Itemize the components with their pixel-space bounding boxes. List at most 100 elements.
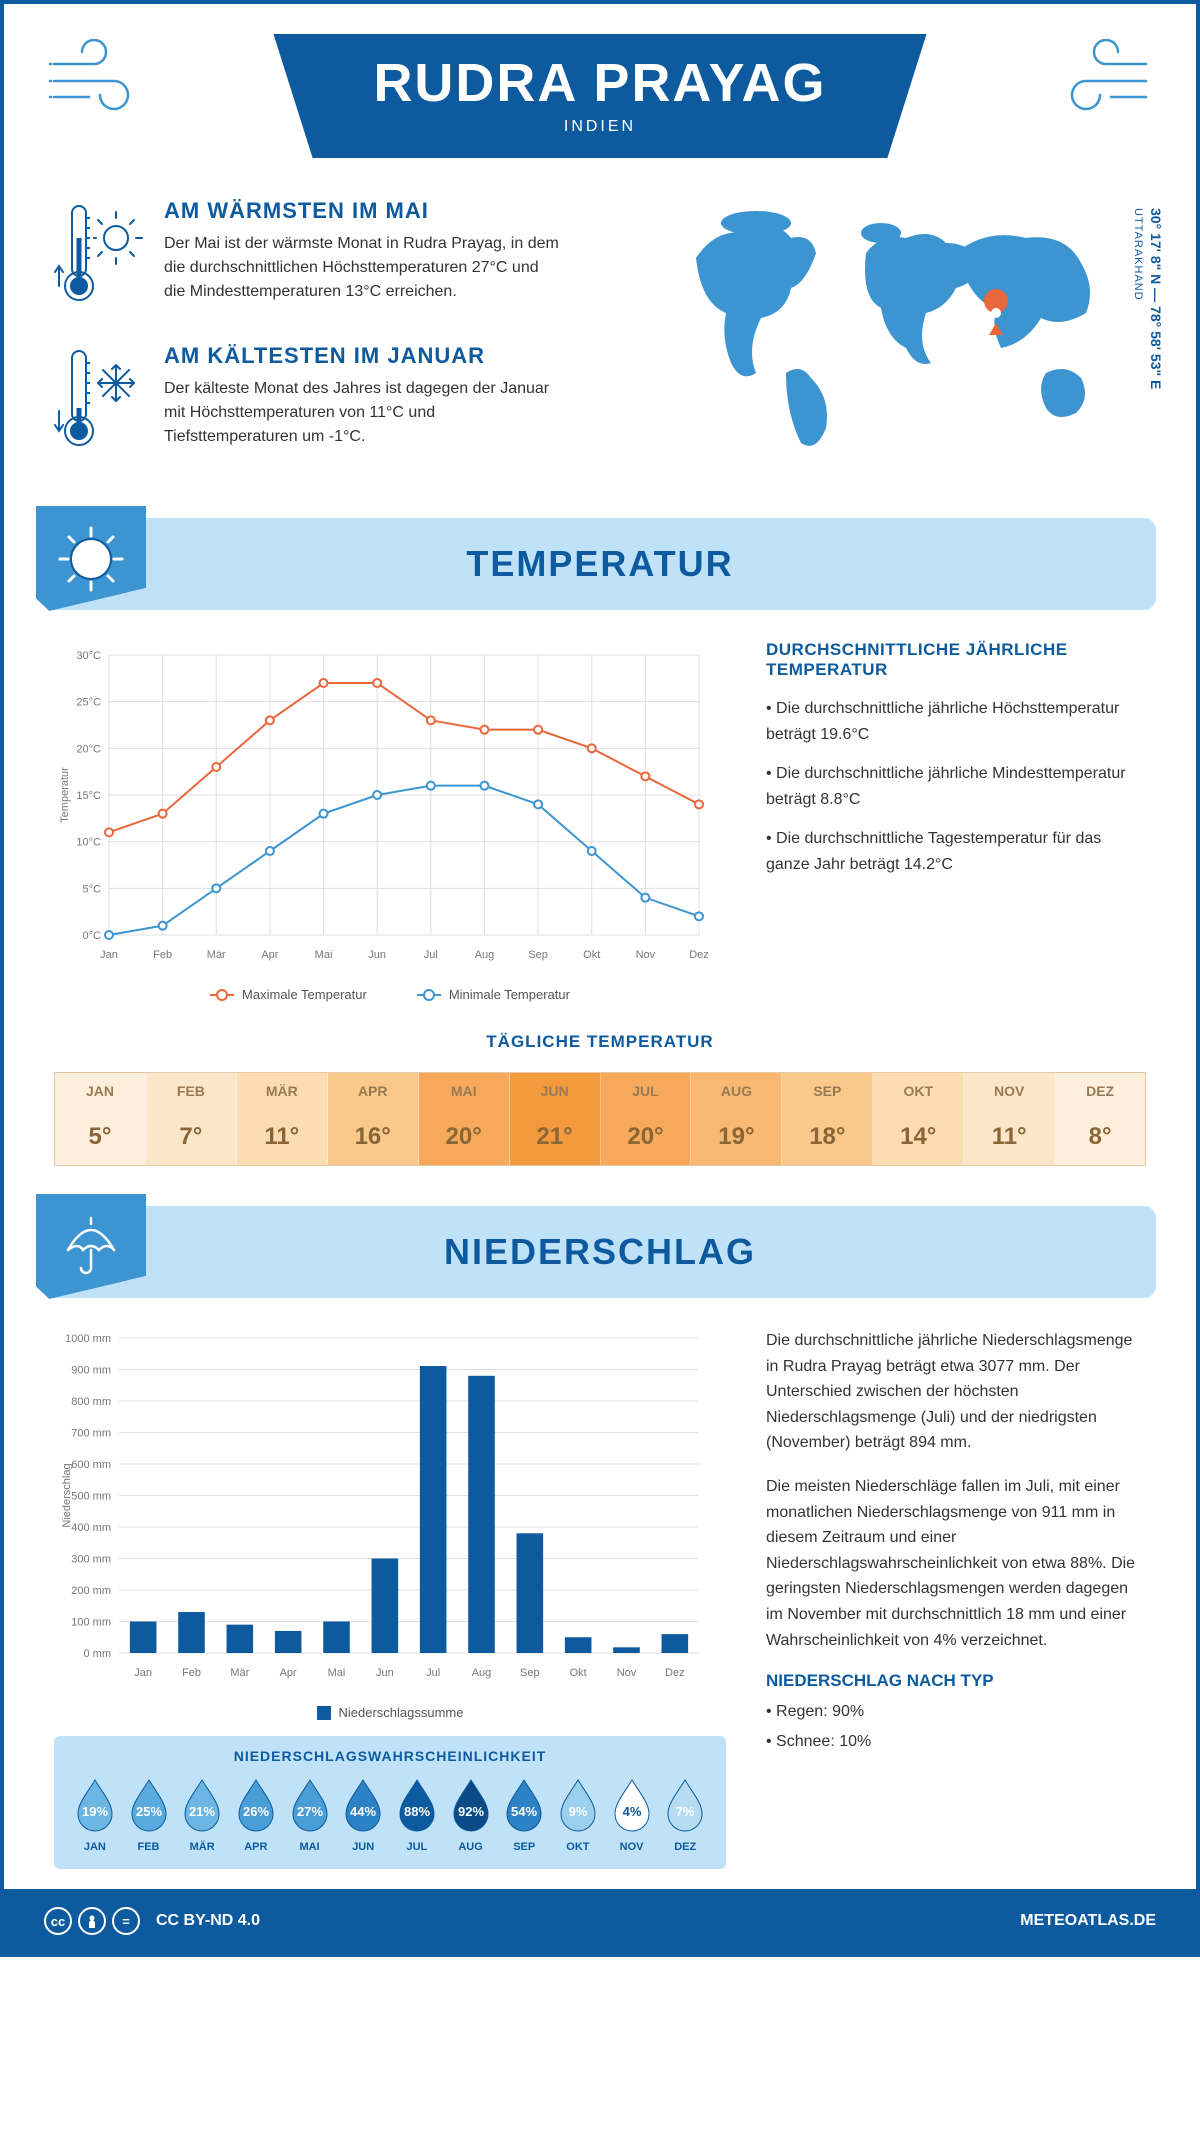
info-bullet: • Die durchschnittliche jährliche Höchst… bbox=[766, 696, 1146, 747]
temp-info: DURCHSCHNITTLICHE JÄHRLICHE TEMPERATUR •… bbox=[766, 640, 1146, 1002]
temp-value: 18° bbox=[782, 1109, 872, 1165]
precip-info: Die durchschnittliche jährliche Niedersc… bbox=[766, 1328, 1146, 1869]
drop-item: 54%SEP bbox=[497, 1776, 551, 1853]
svg-text:25%: 25% bbox=[135, 1804, 161, 1819]
svg-text:Jul: Jul bbox=[426, 1667, 440, 1679]
svg-text:Niederschlag: Niederschlag bbox=[61, 1463, 73, 1527]
precip-section-header: NIEDERSCHLAG bbox=[44, 1206, 1156, 1298]
temp-value: 20° bbox=[419, 1109, 509, 1165]
section-title: TEMPERATUR bbox=[44, 543, 1156, 585]
region-label: UTTARAKHAND bbox=[1132, 208, 1144, 301]
wind-icon bbox=[49, 39, 159, 124]
svg-text:4%: 4% bbox=[622, 1804, 641, 1819]
svg-text:88%: 88% bbox=[404, 1804, 430, 1819]
daily-temp: TÄGLICHE TEMPERATUR JAN5°FEB7°MÄR11°APR1… bbox=[4, 1022, 1196, 1206]
warmest-fact: AM WÄRMSTEN IM MAI Der Mai ist der wärms… bbox=[54, 198, 626, 313]
svg-text:Temperatur: Temperatur bbox=[59, 767, 71, 823]
temp-value: 5° bbox=[55, 1109, 145, 1165]
temp-month: JAN bbox=[55, 1073, 145, 1109]
svg-text:15°C: 15°C bbox=[76, 790, 101, 802]
drop-month: SEP bbox=[497, 1841, 551, 1853]
temp-month: AUG bbox=[691, 1073, 781, 1109]
precip-text: Die durchschnittliche jährliche Niedersc… bbox=[766, 1328, 1146, 1456]
temp-value: 14° bbox=[873, 1109, 963, 1165]
temp-value: 20° bbox=[601, 1109, 691, 1165]
thermometer-hot-icon bbox=[54, 198, 144, 313]
svg-text:400 mm: 400 mm bbox=[71, 1522, 111, 1534]
svg-text:Jul: Jul bbox=[424, 949, 438, 961]
svg-text:92%: 92% bbox=[458, 1804, 484, 1819]
svg-text:0 mm: 0 mm bbox=[84, 1648, 112, 1660]
svg-text:Aug: Aug bbox=[475, 949, 495, 961]
svg-text:Apr: Apr bbox=[280, 1667, 297, 1679]
svg-text:26%: 26% bbox=[243, 1804, 269, 1819]
svg-text:700 mm: 700 mm bbox=[71, 1428, 111, 1440]
precip-left: 0 mm100 mm200 mm300 mm400 mm500 mm600 mm… bbox=[54, 1328, 726, 1869]
temp-value: 21° bbox=[510, 1109, 600, 1165]
fact-text: AM KÄLTESTEN IM JANUAR Der kälteste Mona… bbox=[164, 343, 564, 458]
section-title: NIEDERSCHLAG bbox=[44, 1231, 1156, 1273]
drop-month: NOV bbox=[605, 1841, 659, 1853]
header: RUDRA PRAYAG INDIEN bbox=[4, 4, 1196, 178]
fact-title: AM KÄLTESTEN IM JANUAR bbox=[164, 343, 564, 369]
svg-text:Feb: Feb bbox=[182, 1667, 201, 1679]
precip-chart: 0 mm100 mm200 mm300 mm400 mm500 mm600 mm… bbox=[54, 1328, 714, 1688]
drop-month: FEB bbox=[122, 1841, 176, 1853]
svg-text:Mai: Mai bbox=[328, 1667, 346, 1679]
fact-text: AM WÄRMSTEN IM MAI Der Mai ist der wärms… bbox=[164, 198, 564, 313]
temp-month: NOV bbox=[964, 1073, 1054, 1109]
temp-cell: JUL20° bbox=[601, 1073, 692, 1165]
drop-month: OKT bbox=[551, 1841, 605, 1853]
precip-text: Die meisten Niederschläge fallen im Juli… bbox=[766, 1474, 1146, 1653]
drop-item: 7%DEZ bbox=[658, 1776, 712, 1853]
drop-month: JUL bbox=[390, 1841, 444, 1853]
temp-month: DEZ bbox=[1055, 1073, 1145, 1109]
temp-cell: JUN21° bbox=[510, 1073, 601, 1165]
drop-month: MAI bbox=[283, 1841, 337, 1853]
legend-sum: Niederschlagssumme bbox=[317, 1705, 464, 1720]
temp-value: 11° bbox=[964, 1109, 1054, 1165]
temp-month: OKT bbox=[873, 1073, 963, 1109]
map-column: UTTARAKHAND 30° 17' 8" N — 78° 58' 53" E bbox=[666, 198, 1146, 488]
fact-title: AM WÄRMSTEN IM MAI bbox=[164, 198, 564, 224]
temp-month: MÄR bbox=[237, 1073, 327, 1109]
drop-month: APR bbox=[229, 1841, 283, 1853]
drop-month: MÄR bbox=[175, 1841, 229, 1853]
legend-max: Maximale Temperatur bbox=[210, 987, 367, 1002]
drop-month: JUN bbox=[336, 1841, 390, 1853]
svg-text:Okt: Okt bbox=[570, 1667, 587, 1679]
temp-table: JAN5°FEB7°MÄR11°APR16°MAI20°JUN21°JUL20°… bbox=[54, 1072, 1146, 1166]
page-subtitle: INDIEN bbox=[373, 118, 826, 136]
temp-month: APR bbox=[328, 1073, 418, 1109]
temp-cell: SEP18° bbox=[782, 1073, 873, 1165]
temp-value: 8° bbox=[1055, 1109, 1145, 1165]
svg-text:600 mm: 600 mm bbox=[71, 1459, 111, 1471]
site-name: METEOATLAS.DE bbox=[1020, 1912, 1156, 1930]
svg-text:Aug: Aug bbox=[472, 1667, 492, 1679]
drop-item: 21%MÄR bbox=[175, 1776, 229, 1853]
footer: cc = CC BY-ND 4.0 METEOATLAS.DE bbox=[4, 1889, 1196, 1953]
svg-text:Jan: Jan bbox=[134, 1667, 152, 1679]
drop-item: 4% NOV bbox=[605, 1776, 659, 1853]
probability-box: NIEDERSCHLAGSWAHRSCHEINLICHKEIT 19%JAN25… bbox=[54, 1736, 726, 1869]
temp-month: SEP bbox=[782, 1073, 872, 1109]
temp-month: MAI bbox=[419, 1073, 509, 1109]
daily-title: TÄGLICHE TEMPERATUR bbox=[54, 1032, 1146, 1052]
svg-text:20°C: 20°C bbox=[76, 743, 101, 755]
temp-cell: MAI20° bbox=[419, 1073, 510, 1165]
info-title: DURCHSCHNITTLICHE JÄHRLICHE TEMPERATUR bbox=[766, 640, 1146, 680]
license: cc = CC BY-ND 4.0 bbox=[44, 1907, 260, 1935]
drop-item: 9%OKT bbox=[551, 1776, 605, 1853]
svg-text:Sep: Sep bbox=[528, 949, 548, 961]
temp-cell: AUG19° bbox=[691, 1073, 782, 1165]
drop-item: 26% APR bbox=[229, 1776, 283, 1853]
svg-text:Dez: Dez bbox=[689, 949, 709, 961]
drop-item: 25% FEB bbox=[122, 1776, 176, 1853]
world-map bbox=[666, 198, 1126, 458]
svg-text:1000 mm: 1000 mm bbox=[65, 1333, 111, 1345]
prob-title: NIEDERSCHLAGSWAHRSCHEINLICHKEIT bbox=[68, 1748, 712, 1764]
drop-item: 88% JUL bbox=[390, 1776, 444, 1853]
drop-item: 19%JAN bbox=[68, 1776, 122, 1853]
by-icon bbox=[78, 1907, 106, 1935]
svg-text:Jun: Jun bbox=[376, 1667, 394, 1679]
